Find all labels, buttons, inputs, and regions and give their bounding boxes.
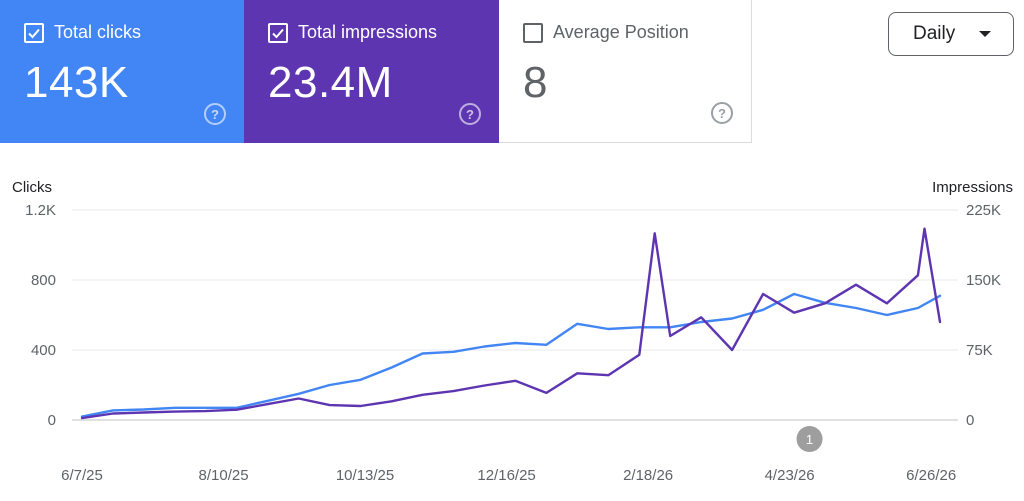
- right-axis-title: Impressions: [932, 179, 1013, 196]
- total-impressions-card[interactable]: Total impressions 23.4M ?: [244, 0, 499, 143]
- total-clicks-label-row: Total clicks: [24, 22, 141, 43]
- impressions-series-line: [80, 227, 942, 420]
- x-axis-tick-label: 10/13/25: [336, 467, 394, 484]
- total-clicks-value: 143K: [24, 58, 129, 107]
- x-axis-ticks: 6/7/25 8/10/25 10/13/25 12/16/25 2/18/26 4/23…: [61, 467, 956, 484]
- x-axis-tick-label: 12/16/25: [477, 467, 535, 484]
- clicks-series-line: [80, 292, 942, 418]
- x-axis-tick-label: 6/7/25: [61, 467, 103, 484]
- average-position-value: 8: [523, 58, 548, 107]
- gridlines: [72, 209, 958, 421]
- average-position-label-row: Average Position: [523, 22, 689, 43]
- total-clicks-card[interactable]: Total clicks 143K ?: [0, 0, 244, 143]
- total-impressions-value: 23.4M: [268, 58, 393, 107]
- help-icon[interactable]: ?: [459, 103, 481, 125]
- left-axis-ticks: 1.2K 800 400 0: [25, 202, 56, 429]
- granularity-dropdown[interactable]: Daily: [888, 12, 1014, 56]
- total-impressions-label-row: Total impressions: [268, 22, 437, 43]
- help-icon[interactable]: ?: [204, 103, 226, 125]
- total-impressions-label: Total impressions: [298, 22, 438, 42]
- caret-down-icon: [979, 31, 991, 37]
- average-position-card[interactable]: Average Position 8 ?: [499, 0, 752, 143]
- right-axis-tick-label: 0: [966, 412, 974, 429]
- right-axis-ticks: 225K 150K 75K 0: [966, 202, 1001, 429]
- help-icon[interactable]: ?: [711, 102, 733, 124]
- right-axis-tick-label: 150K: [966, 272, 1001, 289]
- x-axis-tick-label: 4/23/26: [765, 467, 815, 484]
- x-axis-tick-label: 6/26/26: [906, 467, 956, 484]
- checkbox-unchecked-icon[interactable]: [523, 22, 543, 43]
- average-position-label: Average Position: [553, 22, 689, 42]
- left-axis-tick-label: 0: [48, 412, 56, 429]
- checkbox-checked-icon[interactable]: [24, 22, 44, 43]
- annotation-marker[interactable]: 1: [796, 426, 823, 452]
- annotation-marker-badge[interactable]: [796, 426, 823, 452]
- x-axis-tick-label: 2/18/26: [623, 467, 673, 484]
- left-axis-tick-label: 800: [31, 272, 56, 289]
- left-axis-tick-label: 1.2K: [25, 202, 56, 219]
- annotation-marker-label: 1: [806, 432, 813, 447]
- right-axis-tick-label: 75K: [966, 342, 993, 359]
- granularity-dropdown-value: Daily: [913, 23, 956, 44]
- x-axis-tick-label: 8/10/25: [199, 467, 249, 484]
- total-clicks-label: Total clicks: [54, 22, 142, 42]
- left-axis-tick-label: 400: [31, 342, 56, 359]
- checkbox-checked-icon[interactable]: [268, 22, 288, 43]
- right-axis-tick-label: 225K: [966, 202, 1001, 219]
- series-lines: [80, 227, 942, 420]
- left-axis-title: Clicks: [12, 179, 52, 196]
